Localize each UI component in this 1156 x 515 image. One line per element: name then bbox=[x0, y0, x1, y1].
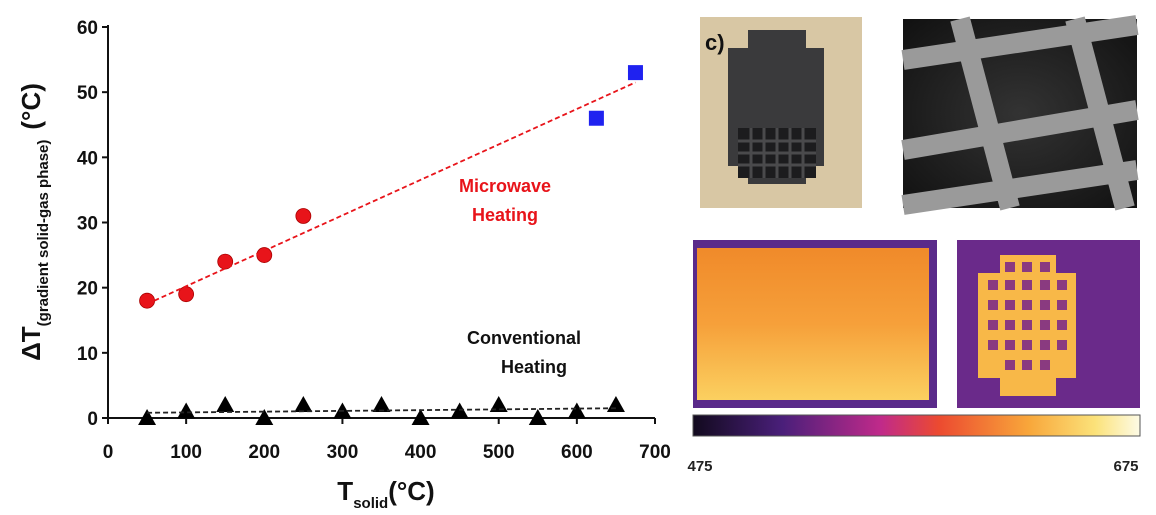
y-label-main: ΔT bbox=[16, 326, 46, 361]
x-tick-label: 300 bbox=[327, 442, 359, 463]
colorbar-gradient bbox=[693, 415, 1140, 436]
point bbox=[568, 402, 586, 418]
colorbar-tick-label: 675 bbox=[1113, 458, 1138, 475]
x-tick-label: 600 bbox=[561, 442, 593, 463]
x-label-unit: (°C) bbox=[388, 476, 435, 506]
colorbar: 475 675 bbox=[687, 415, 1140, 475]
point bbox=[628, 65, 643, 80]
annotation: Heating bbox=[472, 205, 538, 225]
x-tick-label: 100 bbox=[170, 442, 202, 463]
thermal-image-front bbox=[957, 240, 1140, 408]
x-tick-label: 0 bbox=[103, 442, 114, 463]
y-tick-label: 50 bbox=[77, 83, 98, 104]
thermal-image-side bbox=[693, 240, 937, 408]
x-tick-label: 400 bbox=[405, 442, 437, 463]
y-tick-label: 10 bbox=[77, 344, 98, 365]
annotation: Conventional bbox=[467, 328, 581, 348]
x-tick-label: 200 bbox=[248, 442, 280, 463]
colorbar-tick-label: 475 bbox=[687, 458, 712, 475]
y-tick-label: 60 bbox=[77, 18, 98, 39]
panel-label: c) bbox=[705, 30, 725, 55]
point bbox=[177, 402, 195, 418]
y-label-unit: (°C) bbox=[16, 83, 46, 130]
point bbox=[589, 111, 604, 126]
x-tick-label: 700 bbox=[639, 442, 671, 463]
y-axis-label: ΔT(gradient solid-gas phase) (°C) bbox=[16, 83, 52, 361]
annotation: Microwave bbox=[459, 176, 551, 196]
y-label-sub: (gradient solid-gas phase) bbox=[35, 140, 52, 327]
point bbox=[296, 208, 311, 223]
point bbox=[179, 287, 194, 302]
point bbox=[607, 396, 625, 412]
y-tick-label: 20 bbox=[77, 279, 98, 300]
sem-image bbox=[903, 19, 1137, 208]
point bbox=[140, 293, 155, 308]
x-label-sub: solid bbox=[353, 495, 388, 512]
trend-line bbox=[147, 82, 635, 304]
figure: 01020304050600100200300400500600700ΔT(gr… bbox=[0, 0, 1156, 515]
x-tick-label: 500 bbox=[483, 442, 515, 463]
point bbox=[216, 396, 234, 412]
point bbox=[294, 396, 312, 412]
photo-monolith: c) bbox=[700, 17, 862, 208]
y-tick-label: 40 bbox=[77, 148, 98, 169]
y-tick-label: 0 bbox=[87, 409, 98, 430]
x-label-main: T bbox=[337, 476, 353, 506]
x-axis-label: Tsolid(°C) bbox=[337, 476, 434, 512]
y-tick-label: 30 bbox=[77, 214, 98, 235]
annotation: Heating bbox=[501, 357, 567, 377]
